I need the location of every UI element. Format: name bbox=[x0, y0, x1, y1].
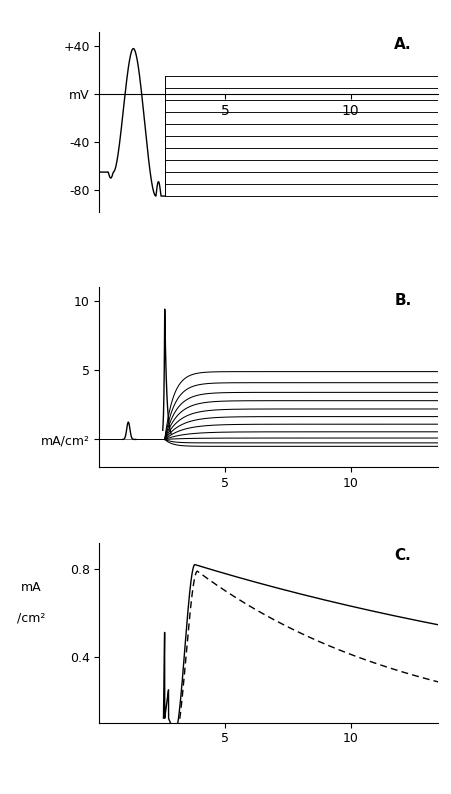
Text: /cm²: /cm² bbox=[18, 611, 46, 625]
Text: mA: mA bbox=[21, 581, 42, 594]
Text: C.: C. bbox=[393, 548, 410, 563]
Text: B.: B. bbox=[393, 293, 411, 307]
Text: A.: A. bbox=[393, 37, 411, 52]
